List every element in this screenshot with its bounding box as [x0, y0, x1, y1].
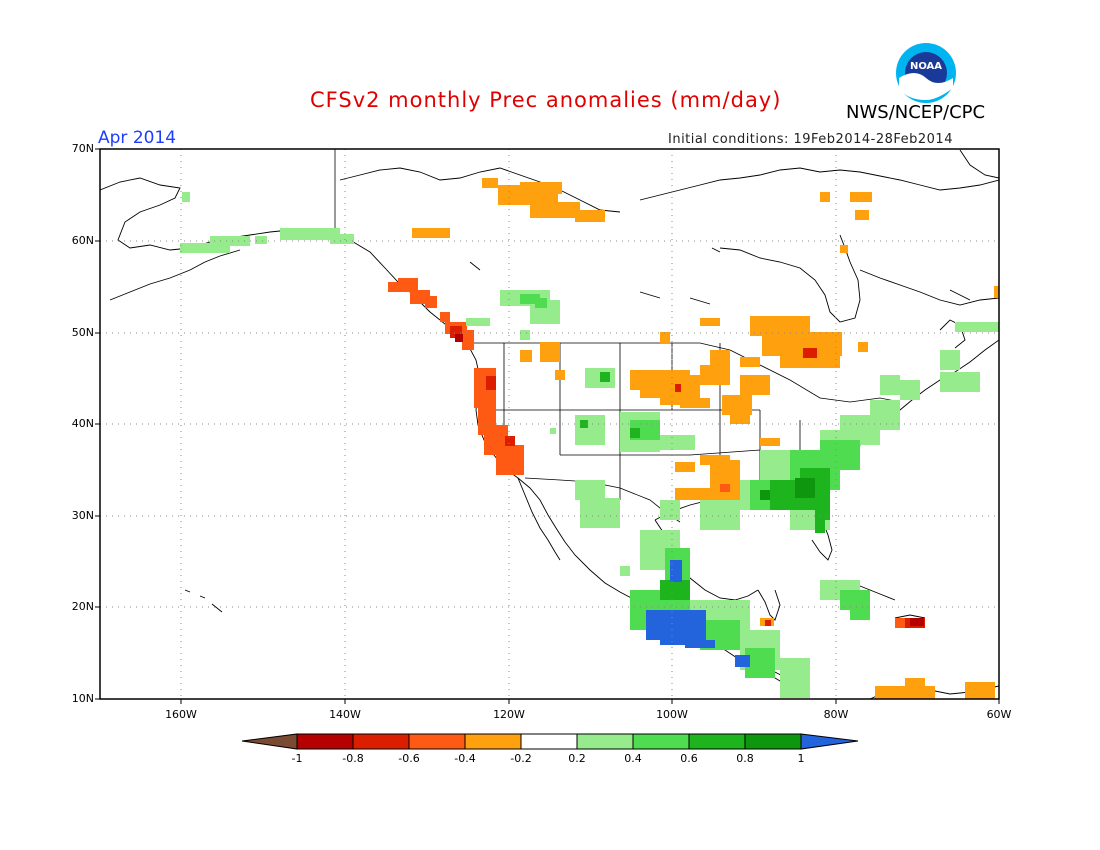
colorbar-label: -1 — [291, 752, 303, 765]
lon-label-120w: 120W — [493, 708, 525, 721]
tick-marks — [95, 148, 1000, 704]
colorbar — [241, 733, 859, 750]
initial-conditions: Initial conditions: 19Feb2014-28Feb2014 — [668, 132, 953, 147]
chart-title: CFSv2 monthly Prec anomalies (mm/day) — [310, 88, 782, 112]
colorbar-bin-4 — [464, 733, 522, 750]
lon-label-160w: 160W — [165, 708, 197, 721]
lat-label-70n: 70N — [71, 142, 94, 155]
colorbar-bin-8 — [688, 733, 746, 750]
lat-label-50n: 50N — [71, 326, 94, 339]
colorbar-label: 0.8 — [736, 752, 754, 765]
colorbar-label: -0.4 — [454, 752, 476, 765]
lat-label-30n: 30N — [71, 509, 94, 522]
colorbar-lt-1 — [241, 733, 298, 750]
lat-label-60n: 60N — [71, 234, 94, 247]
lon-label-80w: 80W — [823, 708, 849, 721]
forecast-month: Apr 2014 — [98, 128, 177, 148]
colorbar-bin-3 — [408, 733, 466, 750]
colorbar-label: 0.2 — [568, 752, 586, 765]
lat-label-10n: 10N — [71, 692, 94, 705]
colorbar-gt1 — [800, 733, 859, 750]
lon-label-140w: 140W — [329, 708, 361, 721]
colorbar-label: -0.2 — [510, 752, 532, 765]
colorbar-label: -0.8 — [342, 752, 364, 765]
colorbar-label: -0.6 — [398, 752, 420, 765]
lon-label-60w: 60W — [986, 708, 1012, 721]
colorbar-bin-1 — [296, 733, 354, 750]
colorbar-bin-9 — [744, 733, 802, 750]
colorbar-label: 0.6 — [680, 752, 698, 765]
noaa-logo: NOAA — [896, 43, 956, 103]
anomaly-cells — [180, 178, 999, 699]
colorbar-bin-2 — [352, 733, 410, 750]
noaa-logo-text: NOAA — [910, 61, 942, 72]
lat-label-20n: 20N — [71, 600, 94, 613]
lat-label-40n: 40N — [71, 417, 94, 430]
agency-label: NWS/NCEP/CPC — [846, 102, 986, 123]
colorbar-label: 0.4 — [624, 752, 642, 765]
colorbar-bin-5 — [520, 733, 578, 750]
colorbar-bin-6 — [576, 733, 634, 750]
colorbar-bin-7 — [632, 733, 690, 750]
colorbar-label: 1 — [797, 752, 805, 765]
lon-label-100w: 100W — [656, 708, 688, 721]
